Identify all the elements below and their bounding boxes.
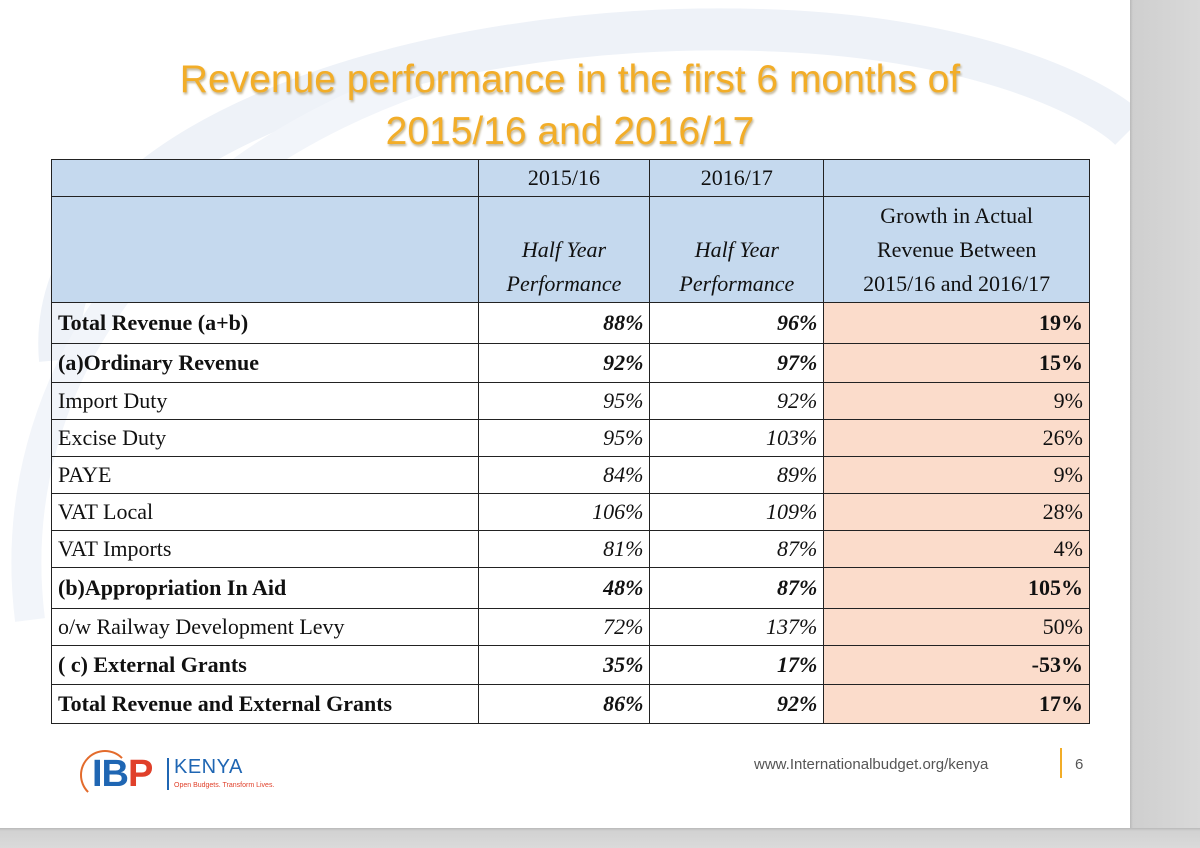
header-growth-line1: Growth in Actual [880, 202, 1034, 228]
row-growth: 15% [823, 343, 1090, 383]
table-row: VAT Imports 81% 87% 4% [51, 530, 1090, 568]
table-row: (b)Appropriation In Aid 48% 87% 105% [51, 567, 1090, 609]
row-value-2016: 92% [649, 684, 825, 724]
header-growth-line3: 2015/16 and 2016/17 [863, 270, 1051, 296]
table-row: Total Revenue (a+b) 88% 96% 19% [51, 302, 1090, 344]
row-value-2015: 88% [477, 302, 651, 344]
row-value-2015: 81% [477, 530, 651, 568]
row-growth: 4% [823, 530, 1090, 568]
ibp-kenya-logo: IBP KENYA Open Budgets. Transform Lives. [80, 750, 322, 802]
logo-ring-icon [80, 750, 130, 800]
header-sub-2016-line2: Performance [679, 270, 795, 296]
row-growth: 19% [823, 302, 1090, 344]
row-label: (a)Ordinary Revenue [51, 343, 479, 383]
row-label: PAYE [51, 456, 479, 494]
table-row: VAT Local 106% 109% 28% [51, 493, 1090, 531]
row-growth: 17% [823, 684, 1090, 724]
row-value-2015: 86% [477, 684, 651, 724]
header-sub-2016-line1: Half Year [694, 236, 779, 262]
page-number: 6 [1075, 756, 1084, 773]
row-growth: 9% [823, 456, 1090, 494]
row-label: Total Revenue (a+b) [51, 302, 479, 344]
row-growth: 50% [823, 608, 1090, 646]
row-value-2016: 87% [649, 567, 825, 609]
table-row: Total Revenue and External Grants 86% 92… [51, 684, 1090, 724]
row-value-2016: 103% [649, 419, 825, 457]
row-value-2016: 96% [649, 302, 825, 344]
window-frame-bottom [0, 828, 1200, 848]
logo-kenya-text: KENYA [174, 756, 243, 778]
row-value-2015: 95% [477, 382, 651, 420]
row-value-2016: 97% [649, 343, 825, 383]
row-value-2016: 137% [649, 608, 825, 646]
row-label: o/w Railway Development Levy [51, 608, 479, 646]
row-growth: 28% [823, 493, 1090, 531]
row-label: Excise Duty [51, 419, 479, 457]
row-value-2015: 92% [477, 343, 651, 383]
row-value-2015: 84% [477, 456, 651, 494]
row-value-2016: 17% [649, 645, 825, 685]
table-row: ( c) External Grants 35% 17% -53% [51, 645, 1090, 685]
table-row: Import Duty 95% 92% 9% [51, 382, 1090, 420]
header-sub-2015-line1: Half Year [521, 236, 607, 262]
header-growth-line2: Revenue Between [876, 236, 1037, 262]
row-value-2016: 109% [649, 493, 825, 531]
row-label: VAT Imports [51, 530, 479, 568]
revenue-table: 2015/16 2016/17 Half Year Performance Ha… [51, 159, 1090, 724]
header-blank [51, 159, 479, 197]
row-label: ( c) External Grants [51, 645, 479, 685]
header-growth-blank [823, 159, 1090, 197]
header-label-blank [51, 196, 479, 303]
header-sub-2015: Half Year Performance [477, 196, 651, 303]
footer-url: www.Internationalbudget.org/kenya [754, 756, 989, 773]
table-row: PAYE 84% 89% 9% [51, 456, 1090, 494]
header-year-2015: 2015/16 [477, 159, 651, 197]
row-growth: 105% [823, 567, 1090, 609]
row-label: Total Revenue and External Grants [51, 684, 479, 724]
logo-ib: IB [92, 753, 129, 795]
row-value-2015: 72% [477, 608, 651, 646]
row-growth: -53% [823, 645, 1090, 685]
slide: Revenue performance in the first 6 month… [11, 8, 1130, 802]
row-value-2016: 87% [649, 530, 825, 568]
header-growth: Growth in Actual Revenue Between 2015/16… [823, 196, 1090, 303]
header-sub-2016: Half Year Performance [649, 196, 825, 303]
row-growth: 26% [823, 419, 1090, 457]
row-label: (b)Appropriation In Aid [51, 567, 479, 609]
logo-p: P [128, 753, 153, 795]
footer-separator [1060, 748, 1062, 778]
slide-title: Revenue performance in the first 6 month… [40, 54, 1100, 158]
row-value-2016: 92% [649, 382, 825, 420]
logo-ibp-text: IBP [92, 752, 153, 796]
row-growth: 9% [823, 382, 1090, 420]
row-value-2015: 95% [477, 419, 651, 457]
table-row: (a)Ordinary Revenue 92% 97% 15% [51, 343, 1090, 383]
logo-tagline: Open Budgets. Transform Lives. [174, 782, 275, 789]
row-value-2015: 35% [477, 645, 651, 685]
row-value-2015: 48% [477, 567, 651, 609]
window-frame-right [1130, 0, 1200, 848]
table-row: Excise Duty 95% 103% 26% [51, 419, 1090, 457]
row-value-2016: 89% [649, 456, 825, 494]
header-year-2016: 2016/17 [649, 159, 825, 197]
logo-divider [167, 758, 169, 790]
row-label: VAT Local [51, 493, 479, 531]
slide-title-line1: Revenue performance in the first 6 month… [179, 58, 961, 101]
row-label: Import Duty [51, 382, 479, 420]
header-sub-2015-line2: Performance [506, 270, 622, 296]
row-value-2015: 106% [477, 493, 651, 531]
table-row: o/w Railway Development Levy 72% 137% 50… [51, 608, 1090, 646]
slide-title-line2: 2015/16 and 2016/17 [385, 110, 755, 153]
